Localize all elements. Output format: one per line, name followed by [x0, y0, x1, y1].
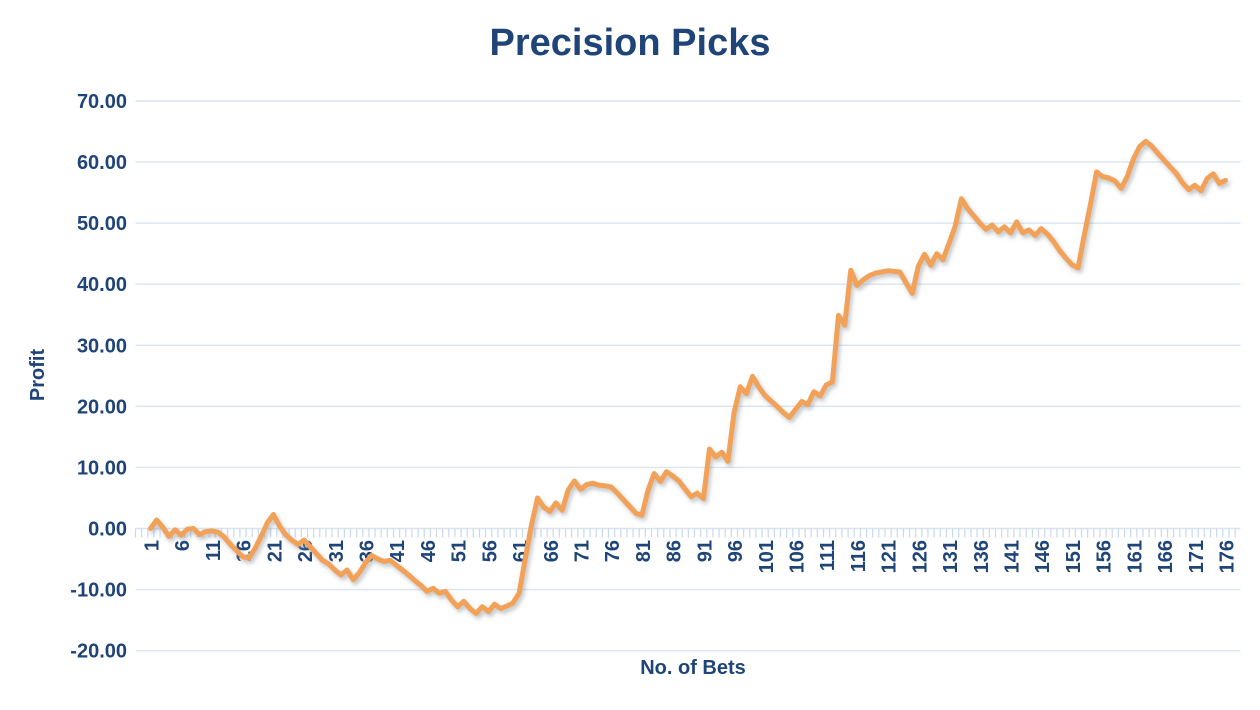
x-axis-tick-label: 11 — [203, 540, 225, 561]
x-axis-tick-label: 161 — [1124, 540, 1146, 573]
x-axis-tick-label: 131 — [940, 540, 962, 573]
x-axis-tick-label: 126 — [909, 540, 931, 573]
x-axis-tick-label: 106 — [787, 540, 809, 573]
x-axis-tick-label: 176 — [1217, 540, 1239, 573]
x-axis-tick-label: 71 — [572, 540, 594, 562]
x-axis-tick-label: 41 — [387, 540, 409, 562]
x-axis-tick-label: 56 — [479, 540, 501, 562]
y-axis-title: Profit — [27, 348, 49, 402]
x-axis-tick-label: 31 — [326, 540, 348, 562]
x-axis-tick-label: 156 — [1094, 540, 1116, 573]
x-axis-tick-label: 91 — [694, 540, 716, 562]
y-axis-tick-label: 70.00 — [77, 91, 127, 113]
x-axis-tick-label: 101 — [756, 540, 778, 573]
x-axis-title: No. of Bets — [640, 657, 746, 679]
x-axis-tick-label: 46 — [418, 540, 440, 562]
x-axis-tick-label: 81 — [633, 540, 655, 562]
x-axis-tick-label: 1 — [142, 540, 164, 551]
x-axis-tick-label: 141 — [1002, 540, 1024, 573]
chart-title: Precision Picks — [489, 22, 771, 64]
x-axis-tick-label: 151 — [1063, 540, 1085, 573]
y-axis-tick-label: -10.00 — [70, 580, 127, 602]
x-axis-tick-label: 66 — [541, 540, 563, 562]
x-axis-tick-label: 86 — [664, 540, 686, 562]
y-axis-tick-label: 40.00 — [77, 274, 127, 296]
y-axis-tick-label: 60.00 — [77, 152, 127, 174]
x-axis-tick-label: 171 — [1186, 540, 1208, 573]
x-axis-tick-label: 166 — [1155, 540, 1177, 573]
x-axis-tick-label: 116 — [848, 540, 870, 572]
y-axis-tick-label: 20.00 — [77, 396, 127, 418]
x-axis-tick-label: 6 — [172, 540, 194, 551]
y-axis-tick-label: -20.00 — [70, 641, 127, 663]
profit-series-line — [148, 138, 1228, 616]
x-axis-tick-label: 96 — [725, 540, 747, 562]
x-axis-tick-label: 21 — [264, 540, 286, 562]
y-axis-tick-label: 10.00 — [77, 457, 127, 479]
x-axis-tick-label: 121 — [879, 540, 901, 573]
y-axis-tick-label: 50.00 — [77, 213, 127, 235]
x-axis-tick-label: 136 — [971, 540, 993, 573]
y-axis-tick-label: 30.00 — [77, 335, 127, 357]
y-axis-tick-label: 0.00 — [88, 519, 127, 541]
x-axis-tick-label: 111 — [817, 540, 839, 571]
x-axis-tick-label: 146 — [1032, 540, 1054, 573]
x-axis-tick-label: 51 — [449, 540, 471, 562]
x-axis-tick-label: 76 — [602, 540, 624, 562]
